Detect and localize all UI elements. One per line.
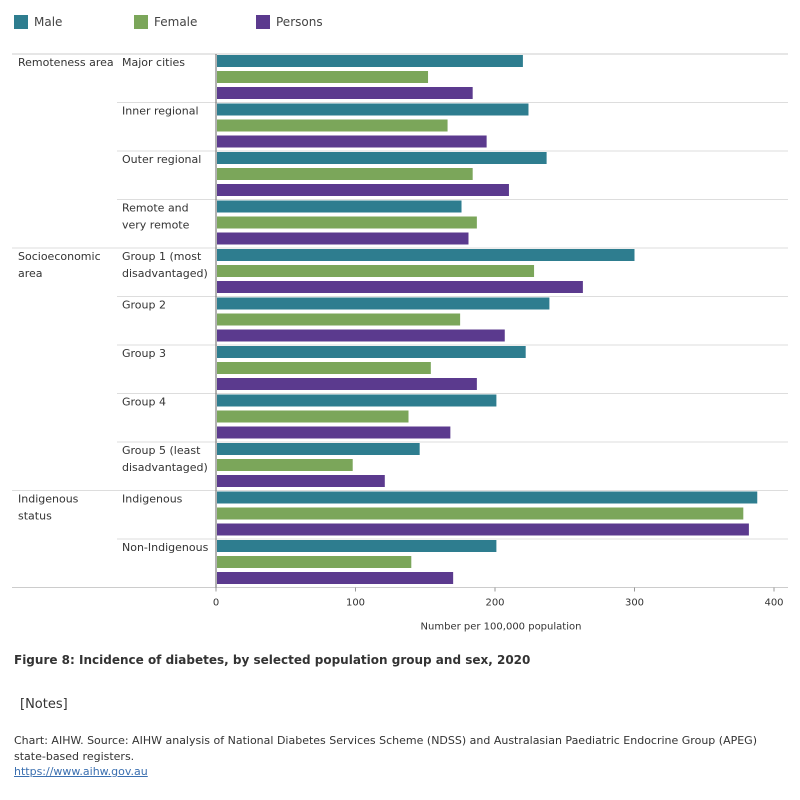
category-label: Non-Indigenous — [122, 541, 209, 554]
bar-female — [217, 71, 429, 83]
bar-chart: Remoteness area Major cities Inner regiona… — [12, 53, 788, 633]
bar-male — [217, 103, 529, 116]
category-label: Group 3 — [122, 347, 166, 360]
category-label: Group 4 — [122, 396, 166, 409]
bar-male — [217, 297, 550, 310]
bar-female — [217, 216, 477, 229]
bar-persons — [217, 184, 509, 196]
category-label: Indigenous — [122, 493, 183, 506]
x-tick-label: 100 — [346, 598, 365, 609]
bar-persons — [217, 281, 583, 293]
category-label: Group 2 — [122, 299, 166, 312]
bar-persons — [217, 572, 454, 584]
x-tick-label: 400 — [764, 598, 783, 609]
bar-persons — [217, 523, 749, 536]
figure-title: Figure 8: Incidence of diabetes, by sele… — [14, 653, 531, 667]
bar-male — [217, 200, 462, 213]
bar-female — [217, 507, 744, 520]
bar-male — [217, 152, 547, 164]
bar-male — [217, 249, 635, 261]
legend-swatch-female — [134, 15, 148, 29]
legend-label-male: Male — [34, 15, 63, 29]
category-label: Remote and very remote — [122, 202, 190, 232]
x-axis-title: Number per 100,000 population — [421, 622, 582, 633]
bar-male — [217, 346, 526, 358]
bar-male — [217, 491, 758, 504]
legend-item-male[interactable]: Male — [14, 12, 62, 32]
bar-female — [217, 556, 412, 568]
bar-female — [217, 362, 431, 374]
legend-label-persons: Persons — [276, 15, 323, 29]
bar-male — [217, 55, 523, 67]
source-text: Chart: AIHW. Source: AIHW analysis of Na… — [14, 734, 757, 763]
legend: Male Female Persons — [14, 12, 514, 32]
bar-male — [217, 540, 497, 552]
x-tick-label: 0 — [213, 598, 219, 609]
notes-link[interactable]: [Notes] — [20, 697, 68, 712]
group-label: Indigenous status — [18, 493, 79, 523]
group-label: Remoteness area — [18, 56, 114, 69]
bar-male — [217, 443, 420, 455]
legend-item-persons[interactable]: Persons — [256, 12, 323, 32]
legend-swatch-male — [14, 15, 28, 29]
x-tick-label: 300 — [625, 598, 644, 609]
bar-female — [217, 265, 535, 277]
bar-female — [217, 313, 461, 326]
bar-persons — [217, 329, 505, 342]
category-label: Group 5 (least disadvantaged) — [122, 444, 208, 474]
bar-female — [217, 119, 448, 132]
bar-female — [217, 410, 409, 423]
category-label: Major cities — [122, 56, 185, 69]
legend-item-female[interactable]: Female — [134, 12, 197, 32]
category-label: Outer regional — [122, 153, 201, 166]
bar-persons — [217, 232, 469, 245]
aihw-link[interactable]: https://www.aihw.gov.au — [14, 765, 148, 778]
bar-persons — [217, 87, 473, 99]
bar-persons — [217, 426, 451, 439]
category-label: Inner regional — [122, 105, 199, 118]
legend-label-female: Female — [154, 15, 198, 29]
x-tick-label: 200 — [485, 598, 504, 609]
bar-female — [217, 459, 353, 471]
bar-persons — [217, 135, 487, 148]
bar-persons — [217, 378, 477, 390]
bar-persons — [217, 475, 385, 487]
category-label: Group 1 (most disadvantaged) — [122, 250, 208, 280]
group-label: Socioeconomic area — [18, 250, 101, 280]
bar-male — [217, 394, 497, 407]
bar-female — [217, 168, 473, 180]
legend-swatch-persons — [256, 15, 270, 29]
